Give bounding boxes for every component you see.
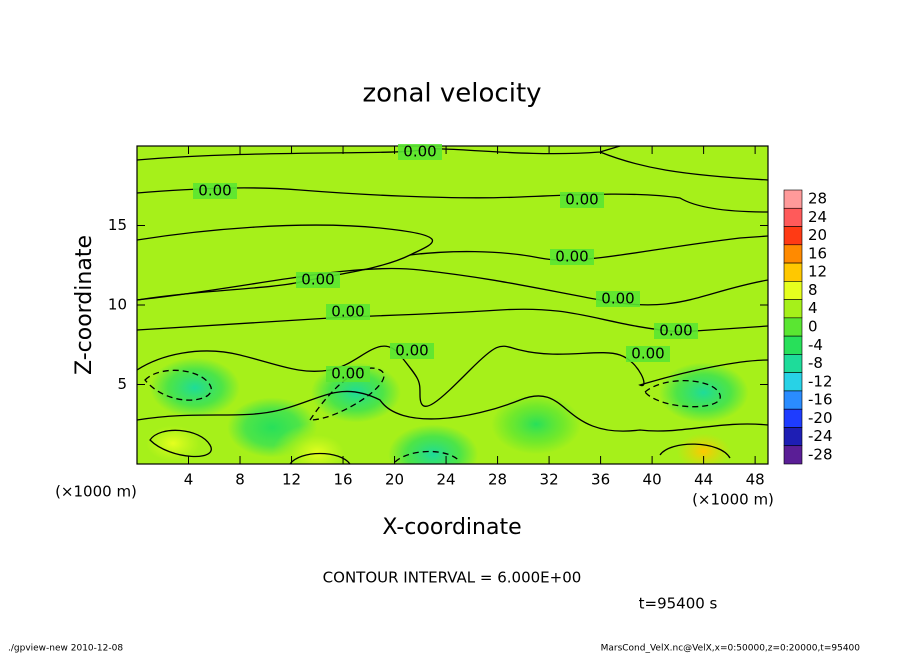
contour-label-bg	[390, 343, 434, 359]
contour-label: 0.00	[331, 365, 364, 383]
x-tick-label: 16	[333, 471, 352, 489]
contour-label-bg	[296, 272, 340, 288]
x-tick-label: 32	[540, 471, 559, 489]
contour-label-bg	[596, 291, 640, 307]
extremum	[149, 357, 240, 418]
colorbar-box	[783, 244, 803, 264]
contour-interval: CONTOUR INTERVAL = 6.000E+00	[323, 569, 582, 587]
colorbar-label: 0	[808, 318, 818, 336]
colorbar-label: 24	[808, 208, 827, 226]
contour-label: 0.00	[403, 143, 436, 161]
contour-label: 0.00	[395, 342, 428, 360]
contour-label: 0.00	[555, 248, 588, 266]
contour-label-bg	[326, 304, 370, 320]
y-tick-label: 15	[108, 216, 127, 234]
x-tick-label: 28	[488, 471, 507, 489]
contour-label-bg	[626, 346, 670, 362]
contour-label: 0.00	[601, 290, 634, 308]
contour-lines	[137, 146, 768, 464]
colorbar-box	[783, 226, 803, 246]
x-tick-label: 48	[746, 471, 765, 489]
contour-line	[137, 390, 768, 432]
colorbar-box	[783, 262, 803, 282]
colorbar-label: 16	[808, 244, 827, 262]
colorbar-box	[783, 354, 803, 373]
x-tick-label: 12	[282, 471, 301, 489]
y-axis-title: Z-coordinate	[72, 235, 97, 375]
colorbar-box	[783, 372, 803, 392]
extremum	[137, 413, 219, 464]
colorbar-box	[783, 335, 803, 355]
contour-label-bg	[193, 183, 237, 199]
extremum	[388, 424, 479, 464]
colorbar-label: -8	[808, 354, 823, 372]
colorbar-label: -4	[808, 336, 823, 354]
contour-label-bg	[654, 323, 698, 339]
y-unit: (×1000 m)	[55, 483, 137, 501]
contour-line	[137, 308, 768, 333]
x-unit: (×1000 m)	[692, 491, 774, 509]
y-tick-label: 10	[108, 296, 127, 314]
x-tick-label: 8	[235, 471, 245, 489]
extremum	[658, 362, 749, 423]
x-tick-label: 36	[591, 471, 610, 489]
colorbar-box	[783, 445, 803, 465]
colorbar-box	[783, 427, 803, 447]
chart-title: zonal velocity	[362, 79, 541, 109]
contour-label: 0.00	[631, 345, 664, 363]
contour-label-bg	[398, 144, 442, 160]
footer-right: MarsCond_VelX.nc@VelX,x=0:50000,z=0:2000…	[601, 644, 861, 654]
colorbar-label: 20	[808, 226, 827, 244]
contour-label: 0.00	[331, 303, 364, 321]
colorbar-label: -28	[808, 445, 833, 463]
footer-left: ./gpview-new 2010-12-08	[8, 644, 123, 654]
extremum	[272, 422, 363, 464]
contour-label-bg	[550, 249, 594, 265]
colorbar-label: 28	[808, 190, 827, 208]
colorbar-label: 4	[808, 299, 818, 317]
contour-label: 0.00	[301, 271, 334, 289]
contour-line	[137, 224, 434, 301]
colorbar-box	[783, 189, 803, 209]
field	[137, 146, 768, 464]
x-tick-label: 20	[385, 471, 404, 489]
colorbar-label: -12	[808, 372, 833, 390]
x-tick-label: 40	[643, 471, 662, 489]
contour-line	[137, 345, 768, 407]
x-tick-label: 44	[694, 471, 713, 489]
colorbar-box	[783, 390, 803, 410]
contour-line	[137, 187, 768, 213]
contour-line	[137, 267, 768, 306]
contour-label-bg	[326, 366, 370, 382]
contour-line-negative	[144, 367, 721, 463]
contour-line	[409, 235, 768, 261]
contour-label: 0.00	[198, 182, 231, 200]
colorbar-label: -16	[808, 391, 833, 409]
colorbar-box	[783, 281, 803, 300]
colorbar-label: -24	[808, 427, 833, 445]
x-tick-label: 24	[437, 471, 456, 489]
x-axis-title: X-coordinate	[382, 515, 521, 540]
colorbar-box	[783, 408, 803, 428]
colorbar-box	[783, 317, 803, 337]
contour-label: 0.00	[565, 191, 598, 209]
time-label: t=95400 s	[639, 595, 718, 613]
colorbar-label: 8	[808, 281, 818, 299]
contour-label: 0.00	[659, 322, 692, 340]
colorbar-box	[783, 299, 803, 319]
extremum	[491, 394, 582, 455]
colorbar-label: -20	[808, 409, 833, 427]
colorbar-label: 12	[808, 263, 827, 281]
y-tick-label: 5	[117, 375, 127, 393]
colorbar-box	[783, 207, 803, 227]
contour-label-bg	[560, 192, 604, 208]
x-tick-label: 4	[184, 471, 194, 489]
contour-line	[149, 429, 731, 464]
